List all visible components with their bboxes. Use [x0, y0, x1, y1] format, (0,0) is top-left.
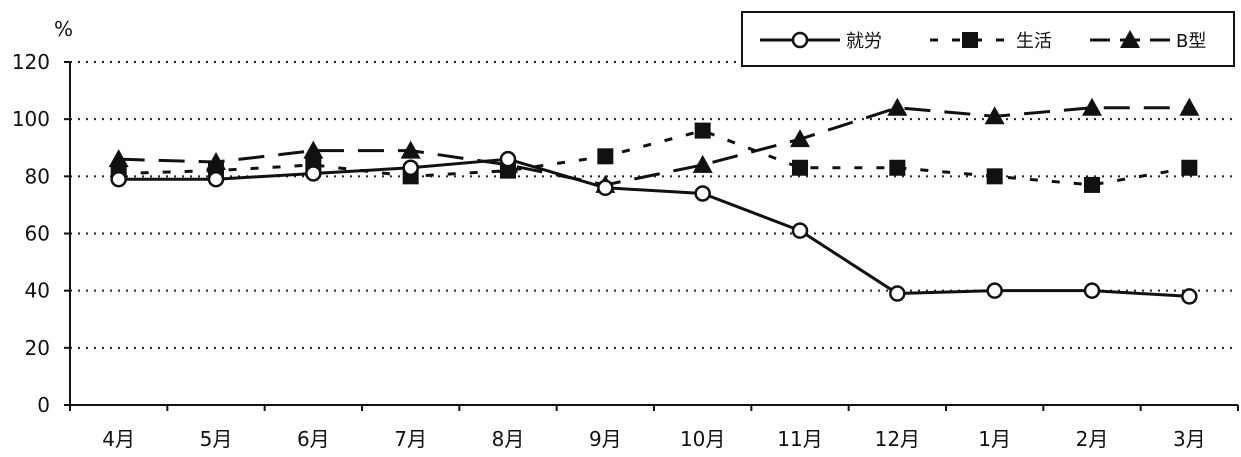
y-tick-label: 0: [37, 393, 50, 417]
data-point: [597, 148, 613, 164]
data-point: [695, 123, 711, 139]
x-tick-label: 8月: [492, 427, 525, 451]
x-tick-label: 4月: [102, 427, 135, 451]
x-tick-label: 11月: [777, 427, 822, 451]
x-tick-label: 12月: [875, 427, 920, 451]
data-point: [1182, 289, 1196, 303]
data-point: [1082, 98, 1102, 116]
x-tick-label: 2月: [1076, 427, 1109, 451]
y-unit-label: %: [54, 17, 73, 41]
series-2: [111, 123, 1198, 193]
data-point: [792, 160, 808, 176]
data-point: [306, 166, 320, 180]
data-point: [1179, 98, 1199, 116]
x-axis-ticks: 4月 5月 6月 7月 8月 9月 10月 11月 12月 1月 2月 3月: [102, 427, 1205, 451]
data-point: [404, 161, 418, 175]
data-point: [1084, 177, 1100, 193]
x-tick-label: 7月: [394, 427, 427, 451]
x-tick-label: 9月: [589, 427, 622, 451]
data-point: [1085, 284, 1099, 298]
data-point: [987, 168, 1003, 184]
y-tick-label: 40: [25, 279, 50, 303]
y-tick-label: 80: [25, 164, 50, 188]
legend: 就労 生活 B型: [742, 12, 1234, 66]
y-tick-label: 100: [12, 107, 50, 131]
data-point: [889, 160, 905, 176]
x-tick-label: 3月: [1173, 427, 1206, 451]
series-group: [109, 98, 1200, 304]
axes: [64, 62, 1238, 411]
data-point: [696, 186, 710, 200]
legend-label: 就労: [846, 31, 882, 52]
grid: [70, 62, 1238, 348]
data-point: [887, 98, 907, 116]
data-point: [988, 284, 1002, 298]
x-tick-label: 1月: [978, 427, 1011, 451]
data-point: [890, 287, 904, 301]
series-line: [119, 159, 1190, 296]
y-tick-label: 20: [25, 336, 50, 360]
legend-marker: [793, 33, 807, 47]
data-point: [793, 224, 807, 238]
legend-label: B型: [1176, 31, 1206, 52]
data-point: [1181, 160, 1197, 176]
legend-label: 生活: [1016, 31, 1052, 52]
y-axis-ticks: 0 20 40 60 80 100 120: [12, 50, 50, 417]
data-point: [598, 181, 612, 195]
data-point: [693, 155, 713, 173]
x-tick-label: 5月: [200, 427, 233, 451]
data-point: [112, 172, 126, 186]
data-point: [501, 152, 515, 166]
x-tick-label: 10月: [680, 427, 725, 451]
legend-marker: [962, 32, 978, 48]
data-point: [209, 172, 223, 186]
y-tick-label: 120: [12, 50, 50, 74]
y-tick-label: 60: [25, 222, 50, 246]
x-tick-label: 6月: [297, 427, 330, 451]
